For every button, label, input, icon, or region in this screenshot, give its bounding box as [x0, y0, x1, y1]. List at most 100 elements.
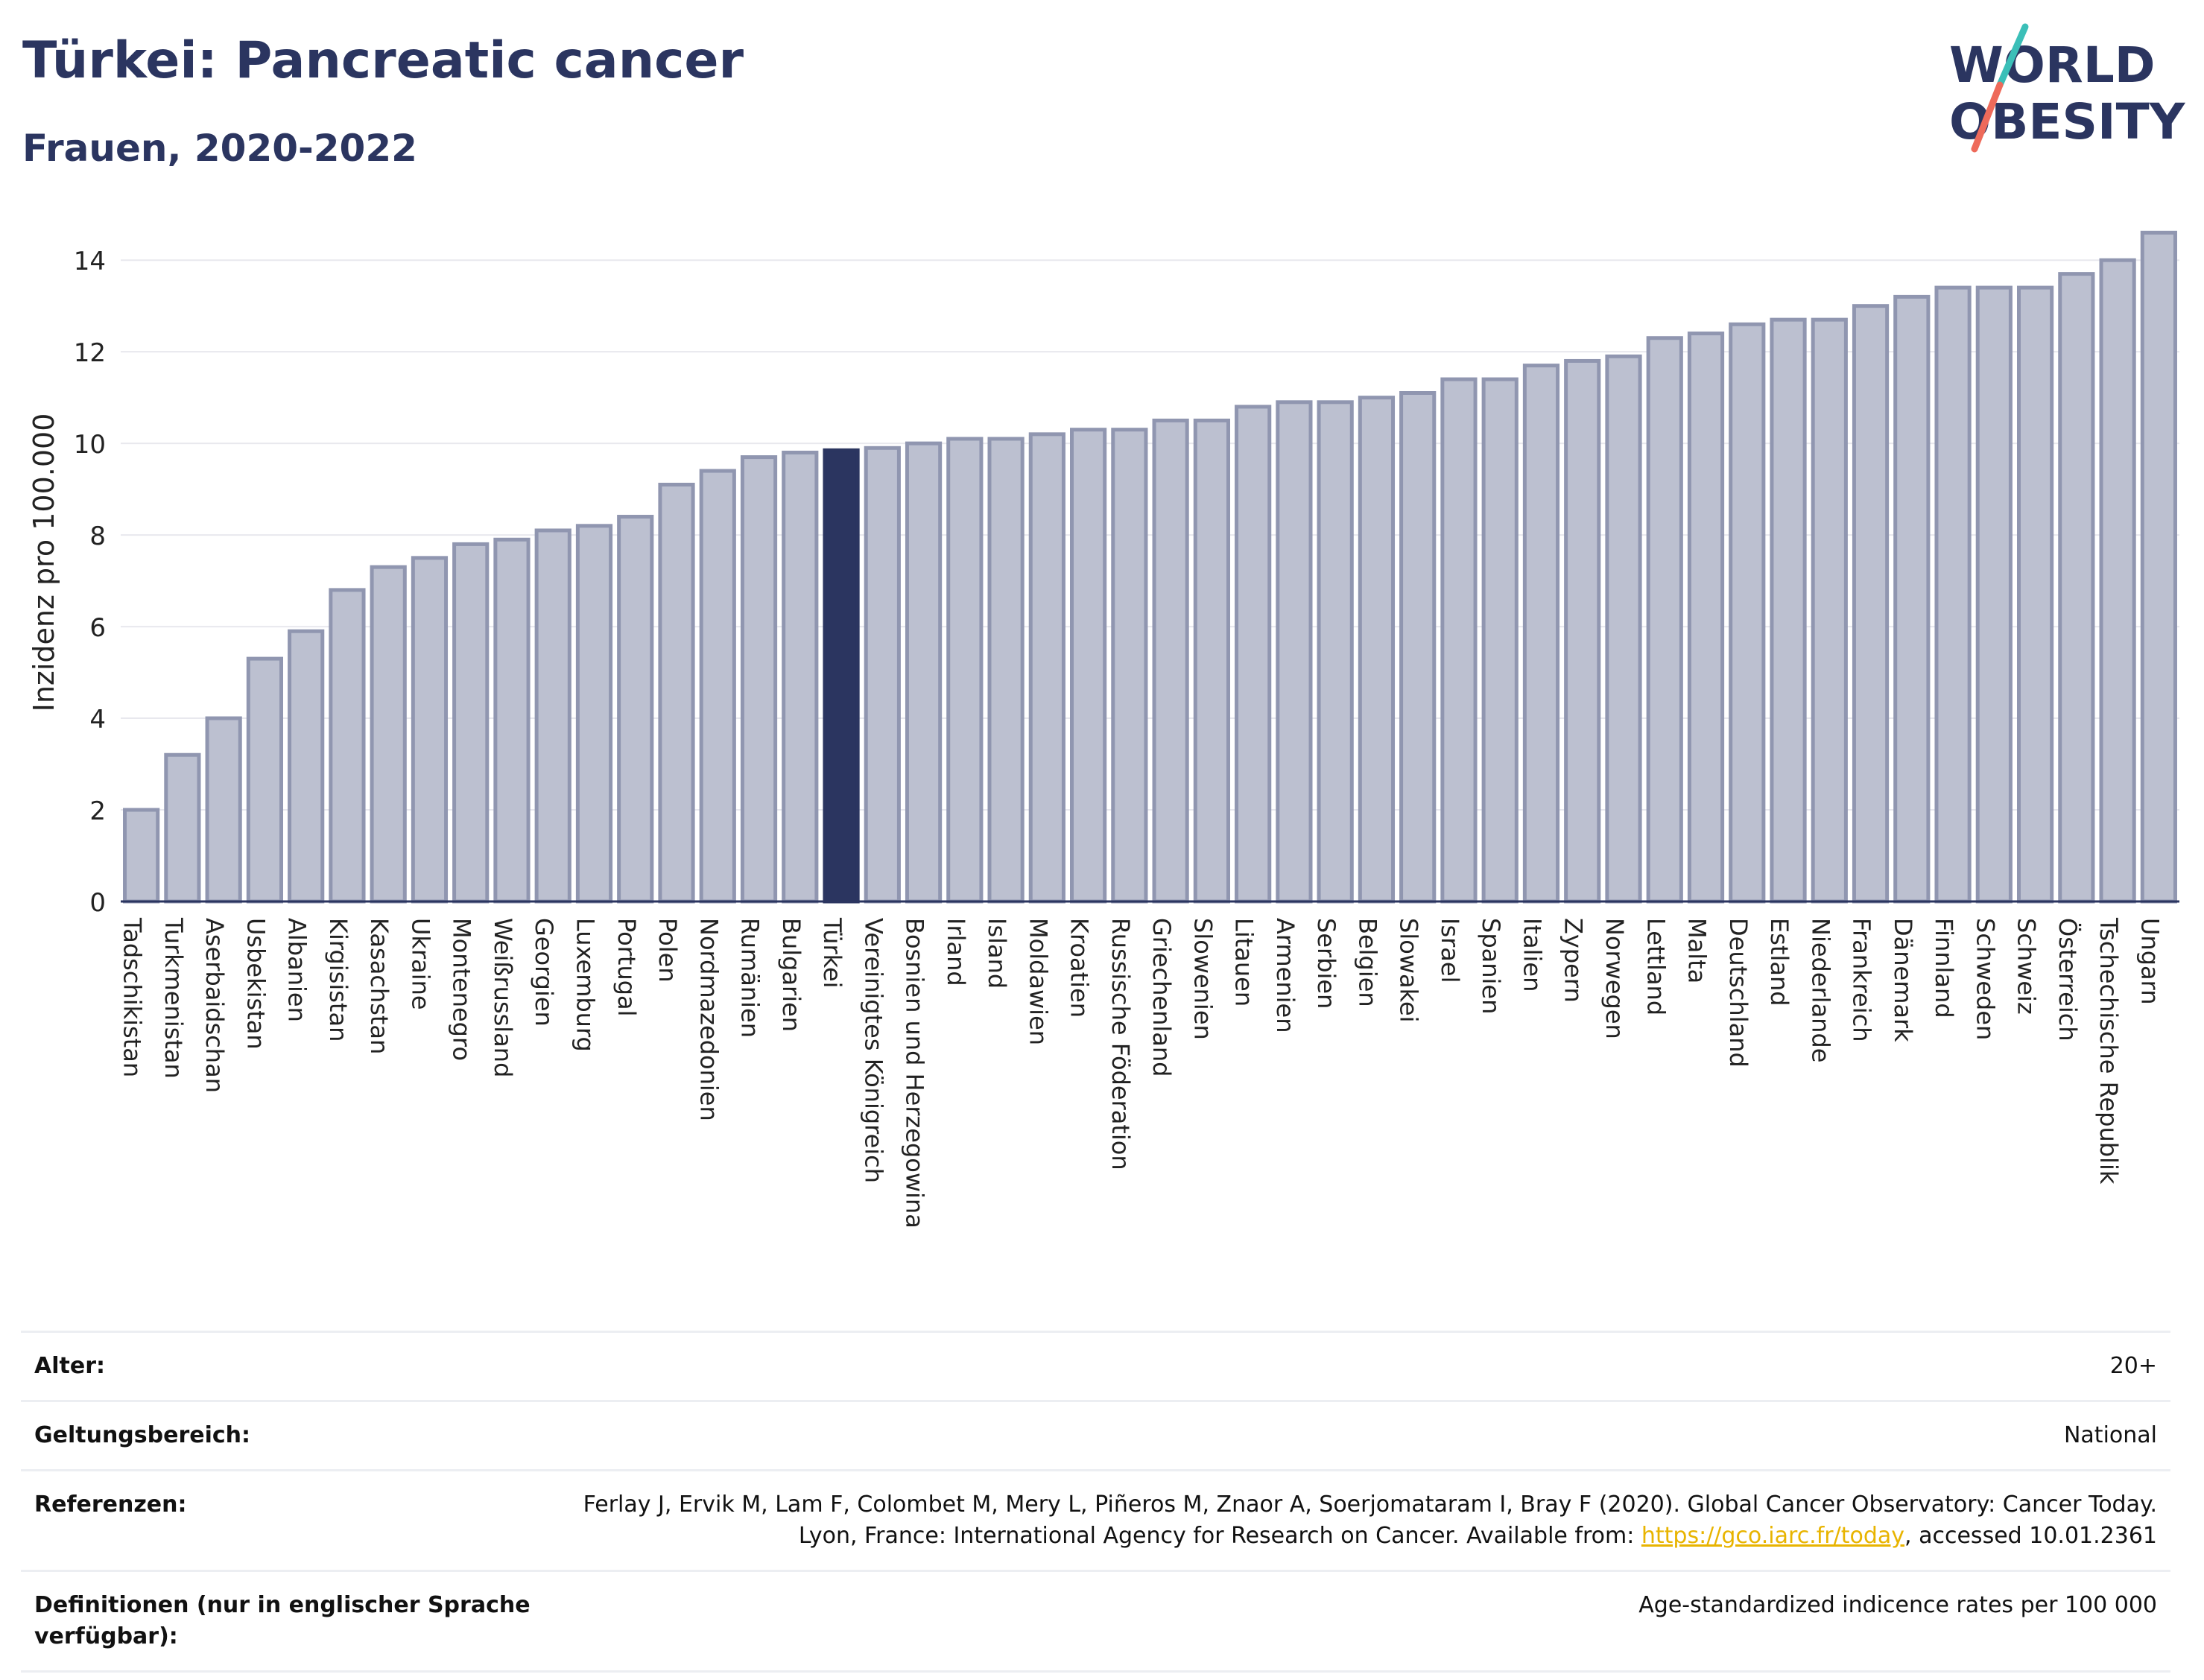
- x-tick-labels: Tadschikistan Turkmenistan Aserbaidschan Us…: [118, 917, 2165, 1229]
- scope-label: Geltungsbereich:: [34, 1422, 251, 1448]
- x-tick-label: Belgien: [1353, 918, 1381, 1007]
- y-tick-label: 12: [74, 338, 106, 368]
- bar-turkmenistan: [164, 752, 201, 904]
- x-tick-label: Finnland: [1930, 918, 1958, 1018]
- x-tick-label: Turkmenistan: [159, 917, 188, 1079]
- bar-spanien: [1481, 377, 1519, 904]
- definitions-value: Age-standardized indicence rates per 100…: [1638, 1592, 2157, 1618]
- y-tick-label: 2: [89, 796, 106, 826]
- bar-tadschikistan: [123, 808, 160, 904]
- y-tick-label: 0: [89, 888, 106, 918]
- bar-griechenland: [1152, 418, 1189, 904]
- y-tick-label: 14: [74, 247, 106, 276]
- bar-kroatien: [1070, 428, 1107, 904]
- x-tick-label: Bulgarien: [777, 918, 805, 1032]
- x-tick-label: Spanien: [1477, 918, 1505, 1014]
- x-tick-label: Schweiz: [2013, 918, 2041, 1015]
- x-tick-label: Türkei: [818, 917, 846, 989]
- y-tick-label: 6: [89, 613, 106, 643]
- bar-norwegen: [1605, 354, 1642, 904]
- bar-malta: [1687, 332, 1725, 904]
- x-tick-label: Rumänien: [736, 918, 764, 1038]
- references-value: Ferlay J, Ervik M, Lam F, Colombet M, Me…: [555, 1489, 2157, 1552]
- x-tick-label: Österreich: [2053, 918, 2082, 1042]
- x-tick-label: Ungarn: [2135, 918, 2164, 1005]
- x-tick-label: Serbien: [1312, 918, 1340, 1009]
- x-tick-label: Norwegen: [1600, 918, 1629, 1039]
- x-tick-label: Litauen: [1230, 918, 1258, 1007]
- bar-niederlande: [1811, 317, 1848, 904]
- bar-usbekistan: [246, 656, 284, 904]
- x-tick-label: Malta: [1683, 918, 1711, 983]
- bar-island: [987, 437, 1025, 904]
- x-tick-label: Armenien: [1271, 918, 1299, 1033]
- x-tick-label: Kasachstan: [365, 918, 393, 1054]
- world-obesity-logo: WORLD OBESITY: [1949, 23, 2186, 153]
- bar-bosnien-und-herzegowina: [905, 441, 943, 904]
- bar-deutschland: [1729, 322, 1766, 904]
- x-tick-label: Vereinigtes Königreich: [859, 918, 887, 1183]
- bar-frankreich: [1852, 304, 1890, 904]
- x-tick-label: Bosnien und Herzegowina: [901, 918, 929, 1229]
- bar-litauen: [1235, 405, 1272, 904]
- x-tick-label: Slowakei: [1395, 918, 1423, 1023]
- y-axis-label: Inzidenz pro 100.000: [28, 413, 60, 712]
- x-tick-label: Schweden: [1971, 918, 1999, 1040]
- x-tick-label: Dänemark: [1889, 918, 1917, 1042]
- bar-italien: [1522, 364, 1560, 904]
- x-tick-label: Polen: [653, 918, 682, 983]
- x-tick-label: Kroatien: [1065, 918, 1094, 1018]
- x-tick-label: Estland: [1765, 918, 1793, 1007]
- bar-tschechische-republik: [2099, 258, 2136, 904]
- bar-kasachstan: [370, 565, 407, 904]
- chart-subtitle: Frauen, 2020-2022: [22, 127, 417, 170]
- x-tick-label: Island: [983, 918, 1011, 989]
- references-label: Referenzen:: [34, 1492, 187, 1518]
- info-footer: Alter: 20+ Geltungsbereich: National Ref…: [21, 1331, 2170, 1673]
- logo-text-world: WORLD: [1949, 37, 2156, 94]
- footer-row-scope: Geltungsbereich: National: [21, 1400, 2170, 1469]
- x-tick-label: Irland: [942, 918, 970, 986]
- x-tick-label: Zypern: [1559, 918, 1588, 1003]
- x-tick-label: Aserbaidschan: [200, 918, 229, 1093]
- y-tick-label: 8: [89, 522, 106, 551]
- x-tick-label: Weißrussland: [489, 918, 517, 1077]
- x-tick-label: Luxemburg: [571, 918, 599, 1052]
- scope-value: National: [2063, 1422, 2157, 1448]
- y-tick-label: 10: [74, 430, 106, 460]
- x-tick-label: Ukraine: [406, 918, 434, 1010]
- x-tick-label: Albanien: [283, 918, 311, 1022]
- bar-luxemburg: [575, 524, 613, 904]
- bar-slowakei: [1399, 391, 1437, 904]
- bar-schweiz: [2016, 285, 2054, 904]
- x-tick-label: Tschechische Republik: [2094, 917, 2123, 1185]
- bar-aserbaidschan: [205, 716, 242, 904]
- bar-israel: [1440, 377, 1478, 904]
- bar-weißrussland: [493, 537, 531, 904]
- x-tick-label: Portugal: [612, 918, 641, 1017]
- bar-chart: 0 2 4 6 8 10 12 14 Tadschikistan Turkmenistan Ase…: [28, 230, 2179, 1229]
- bar-slowenien: [1193, 418, 1230, 904]
- bar-österreich: [2058, 272, 2095, 904]
- chart-title: Türkei: Pancreatic cancer: [22, 31, 744, 90]
- bar-finnland: [1934, 285, 1972, 904]
- footer-row-references: Referenzen: Ferlay J, Ervik M, Lam F, Co…: [21, 1469, 2170, 1570]
- x-tick-label: Montenegro: [448, 918, 476, 1061]
- bar-kirgisistan: [329, 588, 366, 904]
- logo-slash-red: [1971, 81, 2004, 153]
- references-text: Ferlay J, Ervik M, Lam F, Colombet M, Me…: [583, 1492, 2157, 1549]
- bar-zypern: [1564, 358, 1601, 904]
- y-tick-labels: 0 2 4 6 8 10 12 14: [74, 247, 106, 918]
- age-label: Alter:: [34, 1353, 105, 1379]
- references-accessed: , accessed 10.01.2361: [1904, 1523, 2157, 1549]
- bar-lettland: [1646, 336, 1683, 904]
- x-tick-label: Italien: [1518, 918, 1546, 992]
- bar-türkei: [823, 448, 860, 904]
- bar-georgien: [534, 528, 571, 904]
- x-tick-label: Griechenland: [1147, 918, 1176, 1077]
- x-tick-label: Niederlande: [1806, 918, 1834, 1062]
- references-link[interactable]: https://gco.iarc.fr/today: [1641, 1523, 1905, 1549]
- x-tick-label: Frankreich: [1848, 918, 1876, 1042]
- footer-row-definitions: Definitionen (nur in englischer Sprache …: [21, 1570, 2170, 1673]
- bar-serbien: [1317, 400, 1354, 904]
